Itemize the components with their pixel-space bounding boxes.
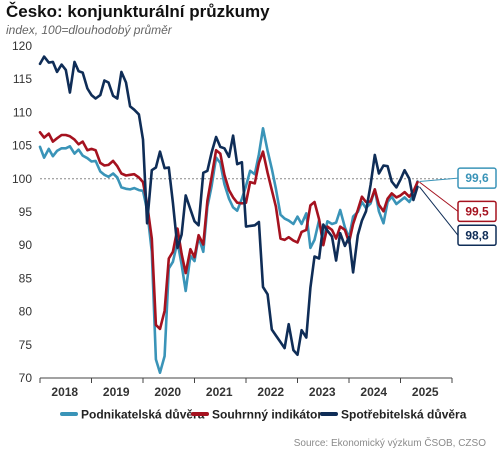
x-tick-label: 2020 — [154, 385, 181, 399]
chart-subtitle: index, 100=dlouhodobý průměr — [6, 23, 172, 37]
end-label-connector — [419, 181, 459, 212]
y-tick-label: 120 — [12, 39, 32, 53]
x-tick-label: 2019 — [103, 385, 130, 399]
end-value-label: 98,8 — [465, 228, 489, 242]
legend-item-label: Souhrnný indikátor — [212, 408, 322, 422]
legend-item-label: Podnikatelská důvěra — [81, 408, 205, 422]
source-note: Source: Ekonomický výzkum ČSOB, CZSO — [293, 438, 486, 449]
y-tick-label: 70 — [19, 371, 33, 385]
y-tick-label: 115 — [13, 72, 32, 86]
end-label-box — [457, 200, 497, 223]
series-line-1 — [38, 127, 419, 374]
end-value-label: 99,5 — [465, 204, 489, 218]
y-tick-label: 110 — [13, 105, 32, 119]
x-tick-label: 2023 — [309, 385, 336, 399]
y-tick-label: 85 — [19, 271, 33, 285]
end-label-connector — [419, 186, 459, 236]
chart-title: Česko: konjunkturální průzkumy — [6, 2, 270, 21]
end-label-connector — [419, 177, 459, 182]
x-tick-label: 2024 — [360, 385, 387, 399]
y-tick-label: 105 — [12, 139, 32, 153]
y-tick-label: 80 — [19, 305, 33, 319]
legend-item-label: Spotřebitelská důvěra — [341, 408, 467, 422]
series-line-2 — [38, 131, 419, 331]
end-label-box — [457, 167, 497, 189]
end-value-label: 99,6 — [465, 171, 489, 185]
x-tick-label: 2018 — [51, 385, 78, 399]
x-tick-label: 2025 — [412, 385, 439, 399]
series-line-3 — [38, 55, 419, 357]
x-tick-label: 2021 — [206, 385, 233, 399]
y-tick-label: 90 — [19, 238, 33, 252]
x-tick-label: 2022 — [257, 385, 284, 399]
y-tick-label: 75 — [19, 338, 33, 352]
y-tick-label: 95 — [19, 205, 33, 219]
end-label-box — [457, 224, 497, 247]
y-tick-label: 100 — [12, 172, 32, 186]
